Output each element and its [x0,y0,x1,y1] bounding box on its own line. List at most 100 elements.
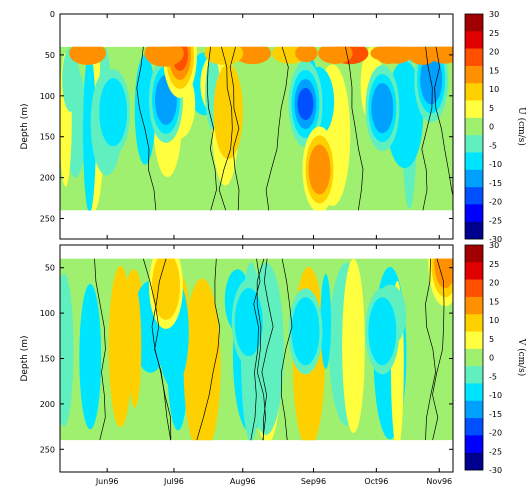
contour-line [256,258,266,441]
heatmap-feature [234,288,263,357]
x-tick-label: Jun96 [95,477,119,486]
heatmap-feature [368,297,397,366]
colorbar-tick-label: 30 [489,241,499,250]
heatmap-feature [308,144,331,195]
colorbar-tick-label: 5 [489,104,494,113]
heatmap-field [60,258,453,441]
contour-line [345,46,364,211]
colorbar-frame [464,244,484,471]
y-tick-label: 150 [40,133,55,142]
colorbar-swatch [465,435,483,453]
colorbar-tick-label: -10 [489,160,502,169]
contour-line [94,258,106,441]
heatmap-streak [108,265,133,428]
heatmap-surface-cell [233,46,272,65]
colorbar-swatch [465,314,483,332]
colorbar-label: U (cm/s) [516,107,527,146]
plot-frame [59,13,454,240]
colorbar-swatch [465,14,483,32]
heatmap-feature [99,78,128,147]
heatmap-surface-cell [318,46,353,64]
heatmap-streak [60,273,74,427]
contour-line [425,258,436,441]
colorbar-swatch [465,245,483,263]
colorbar-tick-label: 20 [489,48,499,57]
x-tick-label: Nov96 [426,477,452,486]
contour-line [196,258,221,441]
x-tick-label: Jul96 [163,477,184,486]
contour-line [250,258,261,441]
colorbar-swatch [465,135,483,153]
colorbar-tick-label: -20 [489,198,502,207]
colorbar-swatch [465,152,483,171]
y-tick-label: 150 [40,355,55,364]
heatmap-streak [62,47,80,112]
y-tick-label: 50 [45,51,55,60]
heatmap-streak [183,278,221,441]
heatmap-surface-cell [144,46,184,67]
colorbar-tick-label: 0 [489,123,494,132]
colorbar-tick-label: 25 [489,29,499,38]
colorbar-tick-label: -20 [489,429,502,438]
contour-line [421,46,433,211]
colorbar-tick-label: 30 [489,10,499,19]
heatmap-streak [128,285,142,408]
contour-line [142,258,172,441]
contour-line [434,46,453,198]
colorbar-swatch [465,296,483,315]
colorbar-swatch [465,31,483,49]
colorbar-swatch [465,204,483,222]
contour-line [432,258,445,441]
colorbar-label: V (cm/s) [516,338,527,377]
contour-line [218,46,233,211]
contour-line [265,46,289,211]
x-tick-label: Aug96 [230,477,256,486]
heatmap-streak [79,283,102,430]
colorbar-swatch [465,100,483,119]
heatmap-feature [371,83,394,134]
colorbar-tick-label: -5 [489,141,497,150]
heatmap-surface-cell [370,46,404,62]
y-axis-label: Depth (m) [20,103,30,149]
colorbar-swatch [465,187,483,205]
heatmap-streak [320,273,331,370]
colorbar-tick-label: -30 [489,466,502,475]
colorbar-tick-label: 10 [489,85,499,94]
colorbar-swatch [465,279,483,298]
colorbar-tick-label: 25 [489,260,499,269]
colorbar-swatch [465,221,483,240]
x-tick-label: Oct96 [364,477,388,486]
colorbar-swatch [465,418,483,436]
colorbar-tick-label: -5 [489,372,497,381]
heatmap-streak [342,259,365,434]
y-tick-label: 250 [40,215,55,224]
y-tick-label: 200 [40,174,55,183]
contour-line [151,258,172,441]
colorbar-swatch [465,117,483,136]
colorbar-swatch [465,383,483,402]
colorbar-swatch [465,331,483,350]
heatmap-feature [420,54,443,105]
heatmap-surface-cell [69,46,107,65]
colorbar-swatch [465,400,483,419]
contour-line [229,46,240,211]
colorbar-tick-label: 0 [489,354,494,363]
colorbar-swatch [465,262,483,280]
colorbar: 30 25 20 15 10 5 0 -5 -10 -15 -20 -25 -30 U (cm/s) [464,10,527,244]
heatmap-surface-cell [433,46,453,63]
y-tick-label: 100 [40,309,55,318]
y-tick-label: 100 [40,92,55,101]
heatmap-feature [291,297,320,366]
colorbar-tick-label: 15 [489,66,499,75]
y-axis-label: Depth (m) [20,335,30,381]
contour-line [206,46,217,211]
colorbar-tick-label: -30 [489,235,502,244]
colorbar-swatch [465,65,483,84]
y-tick-label: 250 [40,445,55,454]
colorbar-frame [464,13,484,240]
colorbar-swatch [465,348,483,367]
colorbar-swatch [465,169,483,188]
